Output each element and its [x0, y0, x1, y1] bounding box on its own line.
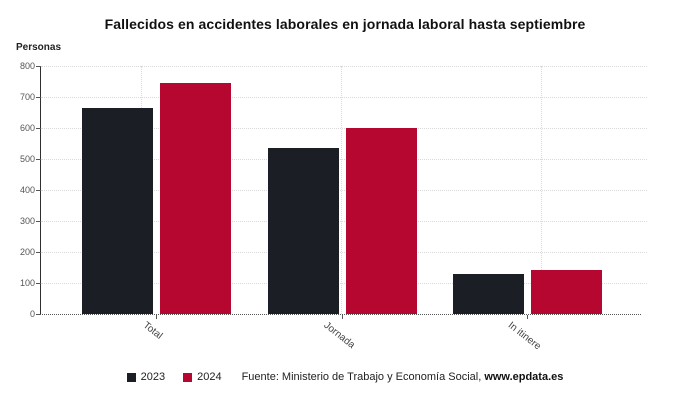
xtick-mark-1: [342, 315, 343, 319]
gridline-y-400: [41, 190, 647, 191]
gridline-y-700: [41, 97, 647, 98]
ytick-label-400: 400: [19, 185, 35, 195]
gridline-y-200: [41, 252, 647, 253]
footer: 2023 2024 Fuente: Ministerio de Trabajo …: [0, 371, 690, 383]
ytick-label-0: 0: [29, 309, 35, 319]
xtick-mark-0: [156, 315, 157, 319]
ytick-label-200: 200: [19, 247, 35, 257]
xlabel-in-itinere: In itinere: [505, 320, 543, 353]
ytick-label-500: 500: [19, 154, 35, 164]
ytick-mark-400: [36, 190, 41, 191]
bar-2023-total[interactable]: [81, 107, 153, 314]
chart-title: Fallecidos en accidentes laborales en jo…: [104, 16, 586, 32]
gridline-x-2: [541, 66, 542, 314]
bar-2023-in-itinere[interactable]: [452, 274, 524, 314]
ytick-label-100: 100: [19, 278, 35, 288]
legend-swatch-2024: [183, 372, 193, 382]
gridline-y-100: [41, 283, 647, 284]
ytick-mark-700: [36, 97, 41, 98]
xtick-mark-2: [527, 315, 528, 319]
ytick-label-300: 300: [19, 216, 35, 226]
legend-swatch-2023: [126, 372, 136, 382]
ytick-mark-100: [36, 283, 41, 284]
gridline-y-600: [41, 128, 647, 129]
legend-item-2023[interactable]: 2023: [126, 371, 166, 383]
ytick-mark-500: [36, 159, 41, 160]
source-site-link[interactable]: www.epdata.es: [484, 371, 564, 383]
gridline-y-300: [41, 221, 647, 222]
y-axis-title: Personas: [16, 42, 62, 53]
legend-label-2024: 2024: [197, 371, 222, 383]
gridline-x-1: [341, 66, 342, 314]
ytick-mark-800: [36, 66, 41, 67]
bar-2023-jornada[interactable]: [267, 147, 339, 314]
ytick-label-700: 700: [19, 92, 35, 102]
legend: 2023 2024: [126, 371, 222, 383]
gridline-y-800: [41, 66, 647, 67]
ytick-mark-0: [36, 314, 41, 315]
legend-label-2023: 2023: [140, 371, 166, 383]
legend-item-2024[interactable]: 2024: [183, 371, 222, 383]
gridline-y-500: [41, 159, 647, 160]
ytick-label-800: 800: [19, 61, 35, 71]
ytick-mark-600: [36, 128, 41, 129]
ytick-mark-300: [36, 221, 41, 222]
ytick-label-600: 600: [19, 123, 35, 133]
source-label: Fuente: Ministerio de Trabajo y Economía…: [241, 371, 485, 383]
xlabel-jornada: Jornada: [321, 320, 357, 351]
bar-2024-total[interactable]: [159, 83, 231, 314]
plot-area: 0 100 200 300 400 500 600 700 800: [20, 61, 647, 319]
ytick-mark-200: [36, 252, 41, 253]
bar-2024-in-itinere[interactable]: [530, 269, 602, 314]
xlabel-total: Total: [140, 320, 165, 342]
bar-2024-jornada[interactable]: [345, 127, 417, 314]
source-text: Fuente: Ministerio de Trabajo y Economía…: [242, 371, 564, 383]
